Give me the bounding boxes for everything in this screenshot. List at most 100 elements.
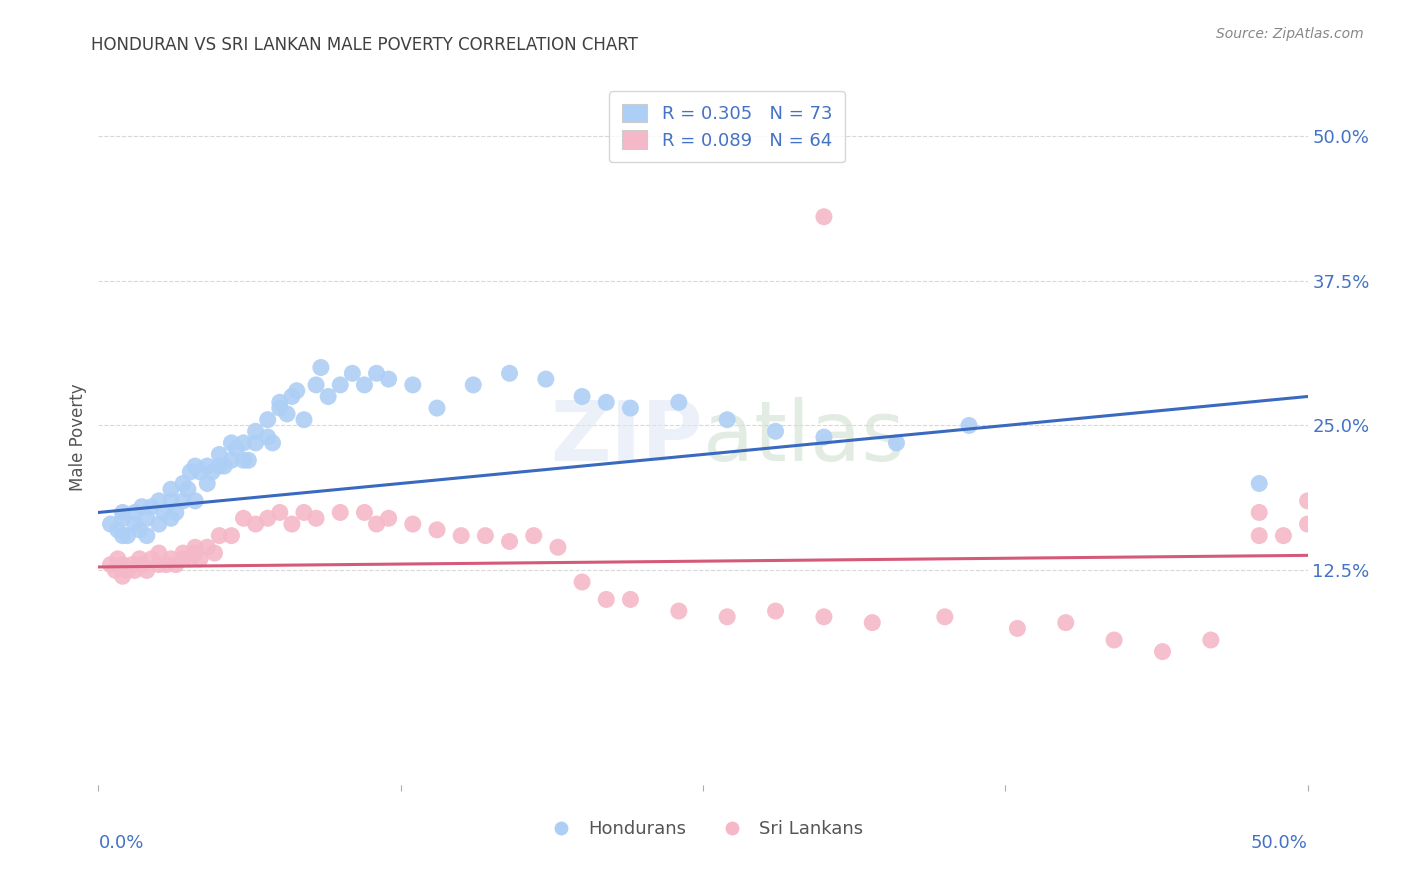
Point xyxy=(245,425,267,439)
Point xyxy=(426,523,449,537)
Point xyxy=(1296,516,1319,531)
Point xyxy=(232,453,254,467)
Point xyxy=(201,465,224,479)
Point xyxy=(765,604,787,618)
Point xyxy=(195,476,218,491)
Point xyxy=(571,389,593,403)
Point xyxy=(172,551,194,566)
Point xyxy=(1272,528,1295,542)
Point xyxy=(292,412,315,427)
Point xyxy=(619,592,641,607)
Point xyxy=(160,494,183,508)
Point xyxy=(195,541,218,555)
Point xyxy=(813,430,835,444)
Point xyxy=(221,453,243,467)
Point xyxy=(177,482,200,496)
Point xyxy=(124,516,146,531)
Point xyxy=(195,458,218,473)
Point xyxy=(121,558,143,572)
Point xyxy=(100,516,122,531)
Point xyxy=(184,546,207,560)
Point xyxy=(1102,633,1125,648)
Point xyxy=(269,395,291,409)
Point xyxy=(547,541,569,555)
Point xyxy=(172,476,194,491)
Point xyxy=(366,516,388,531)
Point xyxy=(463,378,485,392)
Point xyxy=(329,505,352,519)
Point xyxy=(309,360,332,375)
Point xyxy=(208,458,231,473)
Point xyxy=(117,564,139,578)
Point xyxy=(128,551,150,566)
Point xyxy=(107,523,129,537)
Point xyxy=(534,372,557,386)
Point xyxy=(188,465,211,479)
Point xyxy=(111,558,134,572)
Text: 0.0%: 0.0% xyxy=(98,834,143,852)
Point xyxy=(316,389,339,403)
Point xyxy=(141,500,163,514)
Point xyxy=(124,505,146,519)
Point xyxy=(668,395,690,409)
Point xyxy=(208,528,231,542)
Point xyxy=(135,511,157,525)
Text: Source: ZipAtlas.com: Source: ZipAtlas.com xyxy=(1216,27,1364,41)
Point xyxy=(402,516,425,531)
Point xyxy=(135,564,157,578)
Point xyxy=(595,592,617,607)
Point xyxy=(172,546,194,560)
Point xyxy=(107,551,129,566)
Point xyxy=(117,528,139,542)
Point xyxy=(204,546,226,560)
Y-axis label: Male Poverty: Male Poverty xyxy=(69,384,87,491)
Point xyxy=(256,511,278,525)
Point xyxy=(450,528,472,542)
Point xyxy=(474,528,496,542)
Point xyxy=(1249,505,1271,519)
Point xyxy=(111,511,134,525)
Point xyxy=(262,435,284,450)
Point xyxy=(148,494,170,508)
Text: atlas: atlas xyxy=(703,397,904,477)
Point xyxy=(184,541,207,555)
Point xyxy=(148,516,170,531)
Point xyxy=(305,378,328,392)
Point xyxy=(353,378,375,392)
Point xyxy=(179,465,201,479)
Point xyxy=(716,610,738,624)
Point xyxy=(184,458,207,473)
Point xyxy=(208,448,231,462)
Point xyxy=(212,458,235,473)
Point xyxy=(276,407,298,421)
Point xyxy=(131,558,153,572)
Point xyxy=(571,574,593,589)
Point xyxy=(232,435,254,450)
Point xyxy=(245,435,267,450)
Point xyxy=(498,366,520,380)
Point xyxy=(160,511,183,525)
Point xyxy=(155,558,177,572)
Point xyxy=(172,494,194,508)
Point xyxy=(135,528,157,542)
Point xyxy=(160,482,183,496)
Point xyxy=(366,366,388,380)
Point xyxy=(1249,476,1271,491)
Point xyxy=(131,500,153,514)
Point xyxy=(111,569,134,583)
Point xyxy=(141,551,163,566)
Point xyxy=(342,366,364,380)
Point xyxy=(160,551,183,566)
Point xyxy=(1054,615,1077,630)
Text: 50.0%: 50.0% xyxy=(1251,834,1308,852)
Point xyxy=(165,558,187,572)
Point xyxy=(238,453,260,467)
Point xyxy=(100,558,122,572)
Point xyxy=(111,528,134,542)
Point xyxy=(1199,633,1222,648)
Point xyxy=(256,430,278,444)
Point xyxy=(1296,494,1319,508)
Legend: Hondurans, Sri Lankans: Hondurans, Sri Lankans xyxy=(536,814,870,846)
Point xyxy=(377,511,399,525)
Point xyxy=(221,528,243,542)
